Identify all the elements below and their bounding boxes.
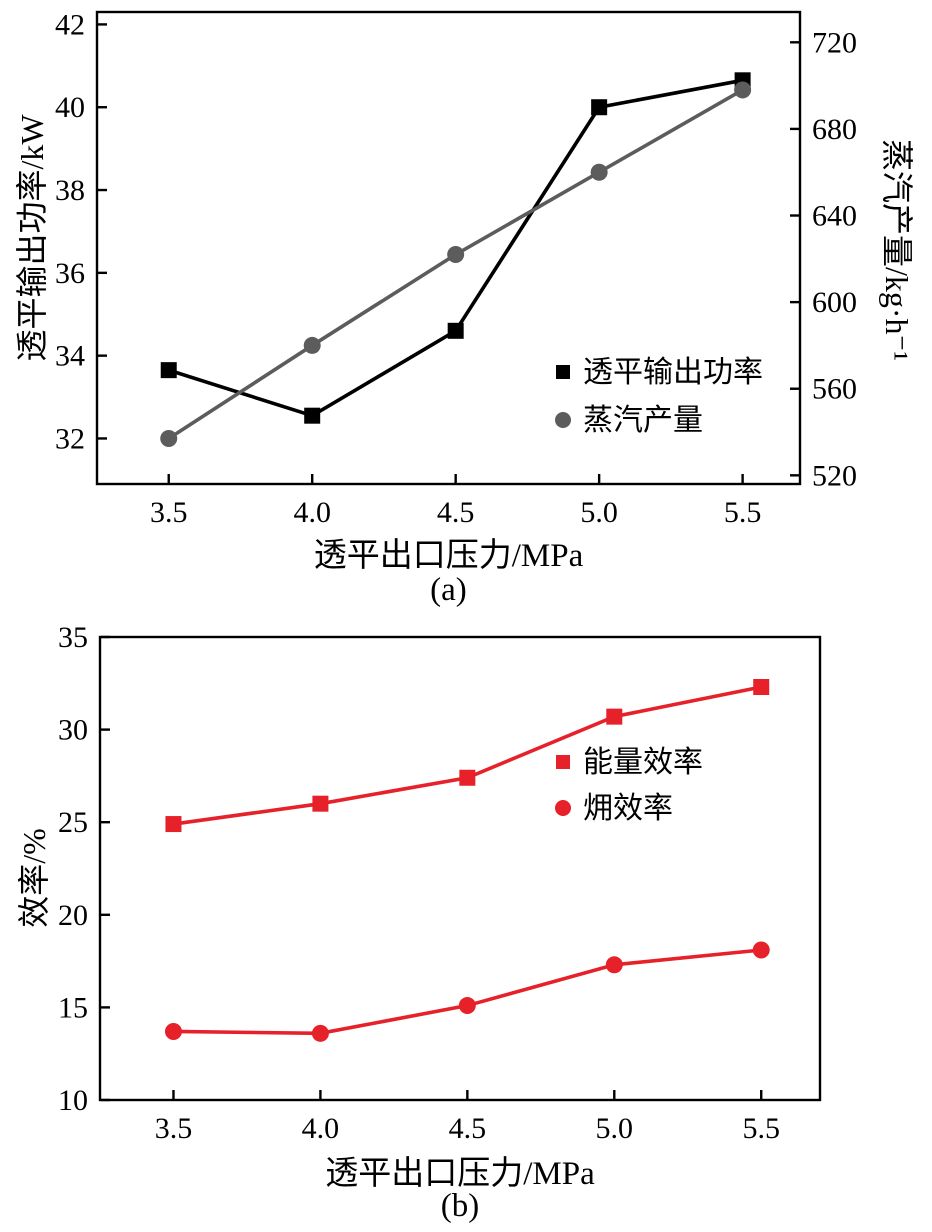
legend-label: 透平输出功率 <box>583 356 763 389</box>
y-left-tick-label: 10 <box>58 1084 88 1117</box>
marker-circle-icon <box>590 163 608 181</box>
y-left-tick-label: 42 <box>55 8 85 41</box>
chart-a-x-axis-title: 透平出口压力/MPa <box>313 538 584 574</box>
y-left-tick-label: 30 <box>58 714 88 747</box>
y-left-tick-label: 25 <box>58 806 88 839</box>
x-tick-label: 5.5 <box>742 1112 780 1142</box>
x-tick-label: 4.5 <box>449 1112 487 1142</box>
y-left-tick-label: 38 <box>55 174 85 207</box>
y-right-tick-label: 720 <box>812 26 857 59</box>
y-right-tick-label: 600 <box>812 286 857 319</box>
y-right-tick-label: 520 <box>812 459 857 492</box>
marker-circle-icon <box>303 336 321 354</box>
series-circle <box>160 81 752 448</box>
plot-frame <box>95 10 802 486</box>
chart-b-x-axis-title: 透平出口压力/MPa <box>325 1156 595 1192</box>
y-right-tick-label: 640 <box>812 200 857 233</box>
plot-frame <box>98 635 822 1102</box>
marker-square-icon <box>459 769 476 786</box>
marker-circle-icon <box>734 81 752 99</box>
y-right-tick-label: 680 <box>812 113 857 146</box>
series-line <box>173 948 762 1036</box>
legend-label: 蒸汽产量 <box>583 404 703 437</box>
legend-marker-square-icon <box>556 365 570 379</box>
marker-square-icon <box>160 362 177 379</box>
y-left-tick-label: 35 <box>58 622 88 654</box>
x-tick-label: 4.0 <box>302 1112 340 1142</box>
legend-label: 能量效率 <box>583 746 703 779</box>
series-square <box>165 679 770 833</box>
marker-square-icon <box>312 795 329 812</box>
marker-circle-icon <box>752 941 770 959</box>
y-left-tick-label: 32 <box>55 422 85 455</box>
x-tick-label: 5.0 <box>596 1112 634 1142</box>
x-tick-label: 5.5 <box>724 496 762 529</box>
series-circle <box>164 941 770 1042</box>
y-left-tick-label: 20 <box>58 899 88 932</box>
marker-circle-icon <box>311 1024 329 1042</box>
legend-marker-square-icon <box>556 755 570 769</box>
chart-a-right-axis-title: 蒸汽产量/kg·h⁻¹ <box>879 138 915 362</box>
marker-circle-icon <box>605 956 623 974</box>
marker-square-icon <box>606 708 623 725</box>
marker-circle-icon <box>458 997 476 1015</box>
marker-circle-icon <box>447 245 465 263</box>
marker-circle-icon <box>160 430 178 448</box>
x-tick-label: 4.5 <box>437 496 475 529</box>
y-left-tick-label: 40 <box>55 91 85 124</box>
chart-b-left-axis-title: 效率/% <box>16 828 52 928</box>
chart-a-canvas: 3.5 4.0 4.5 5.0 5.5 32 34 36 38 40 42 520 560 600 640 6… <box>55 8 857 529</box>
chart-a-caption: (a) <box>430 572 467 608</box>
marker-square-icon <box>165 816 182 833</box>
marker-square-icon <box>591 99 608 116</box>
marker-square-icon <box>753 679 770 696</box>
legend-label: 㶲效率 <box>583 792 673 825</box>
x-tick-label: 4.0 <box>293 496 331 529</box>
marker-circle-icon <box>164 1022 182 1040</box>
chart-b-caption: (b) <box>440 1188 480 1224</box>
legend-marker-circle-icon <box>555 412 571 428</box>
y-left-tick-label: 34 <box>55 340 85 373</box>
marker-square-icon <box>304 407 321 424</box>
y-right-tick-label: 560 <box>812 373 857 406</box>
x-tick-label: 3.5 <box>155 1112 193 1142</box>
y-left-tick-label: 15 <box>58 991 88 1024</box>
axes-ticks: 3.5 4.0 4.5 5.0 5.5 32 34 36 38 40 42 520 560 600 640 6… <box>55 8 857 529</box>
marker-square-icon <box>447 322 464 339</box>
y-left-tick-label: 36 <box>55 257 85 290</box>
chart-a-left-axis-title: 透平输出功率/kW <box>14 114 50 362</box>
x-tick-label: 5.0 <box>580 496 618 529</box>
legend-marker-circle-icon <box>555 800 571 816</box>
x-tick-label: 3.5 <box>150 496 188 529</box>
series-square <box>160 72 751 424</box>
axes-ticks: 3.5 4.0 4.5 5.0 5.5 10 15 20 25 30 35 <box>58 622 780 1142</box>
